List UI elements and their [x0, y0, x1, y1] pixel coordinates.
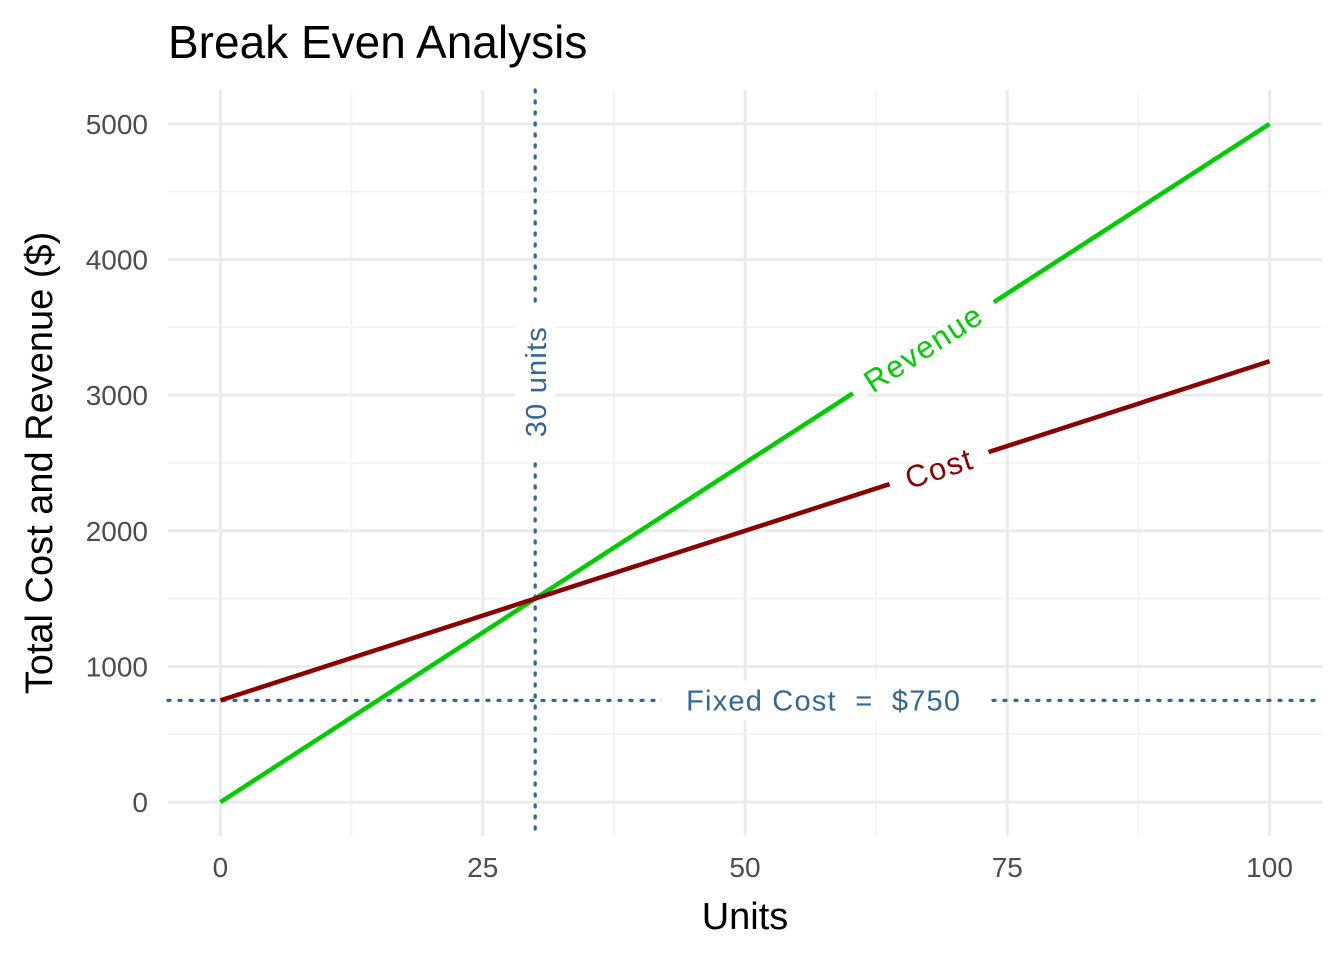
x-tick-label: 75	[992, 852, 1023, 883]
chart-title: Break Even Analysis	[168, 16, 587, 68]
fixed-cost-label-bg	[661, 680, 986, 721]
series-lines	[219, 122, 1271, 804]
cost-label-gap	[886, 443, 992, 493]
reference-lines	[166, 88, 1324, 838]
break-even-label-bg	[515, 306, 556, 457]
revenue-label-gap	[847, 294, 999, 401]
revenue-line	[219, 122, 1271, 804]
y-tick-label: 4000	[86, 245, 148, 276]
y-tick-label: 1000	[86, 651, 148, 682]
x-tick-label: 25	[467, 852, 498, 883]
x-tick-label: 0	[213, 852, 229, 883]
y-axis-title: Total Cost and Revenue ($)	[19, 232, 61, 695]
break-even-units-label: 30 units	[521, 326, 553, 437]
fixed-cost-label: Fixed Cost = $750	[686, 685, 961, 717]
x-axis-title: Units	[702, 896, 789, 938]
cost-line	[219, 359, 1271, 703]
cost-label: Cost	[901, 441, 978, 496]
x-tick-label: 50	[729, 852, 760, 883]
revenue-label: Revenue	[858, 297, 990, 399]
y-tick-label: 0	[132, 787, 148, 818]
y-tick-label: 2000	[86, 516, 148, 547]
y-tick-label: 3000	[86, 380, 148, 411]
y-tick-label: 5000	[86, 109, 148, 140]
line-labels: Fixed Cost = $750 30 units Revenue Cost	[515, 294, 999, 721]
x-tick-label: 100	[1246, 852, 1293, 883]
